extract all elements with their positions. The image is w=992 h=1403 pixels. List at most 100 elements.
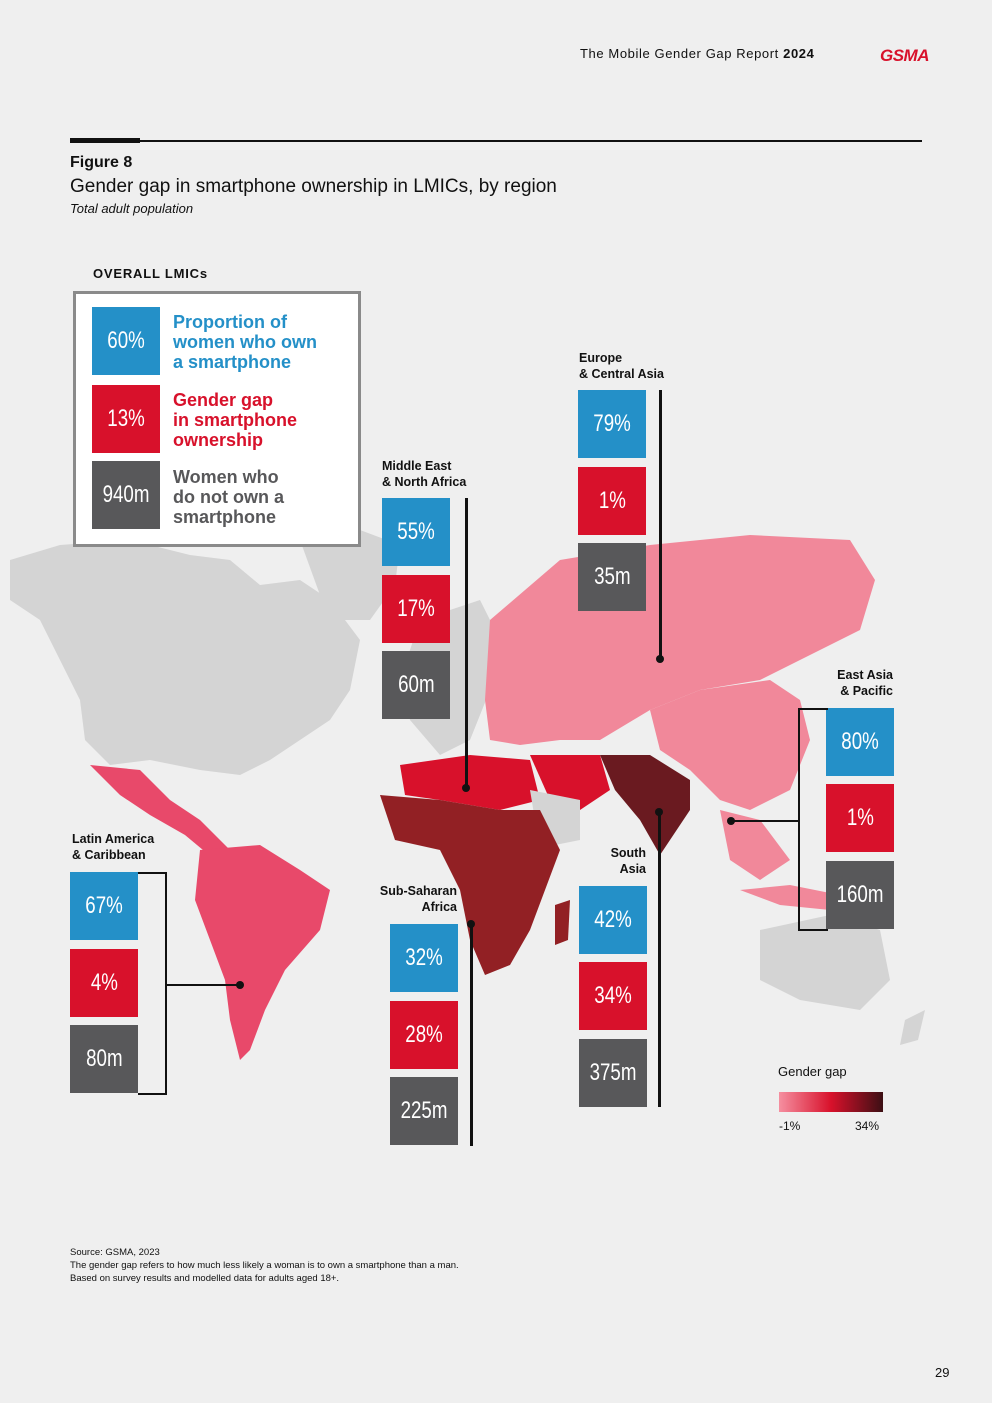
- latam-ownership-value: 67%: [85, 892, 123, 919]
- ssa-gap-value: 28%: [405, 1021, 443, 1048]
- eap-marker: [727, 817, 735, 825]
- gender-gap-legend-max: 34%: [855, 1119, 880, 1133]
- eca-connector: [659, 390, 662, 658]
- ssa-not-own-value: 225m: [400, 1097, 448, 1124]
- region-name: & Central Asia: [579, 367, 664, 381]
- eap-connector: [732, 820, 798, 822]
- overall-not-own-box: 940m: [92, 461, 160, 529]
- overall-gap-value: 13%: [107, 405, 145, 432]
- label-line: ownership: [173, 430, 264, 450]
- map-indonesia: [740, 885, 840, 910]
- map-australia: [760, 915, 890, 1010]
- eca-gap-box: 1%: [578, 467, 646, 535]
- notes-line: The gender gap refers to how much less l…: [70, 1260, 459, 1271]
- region-label-mena: Middle East & North Africa: [382, 458, 466, 490]
- eap-ownership-box: 80%: [826, 708, 894, 776]
- region-name: East Asia: [837, 668, 893, 682]
- overall-not-own-value: 940m: [102, 481, 150, 508]
- latam-gap-box: 4%: [70, 949, 138, 1017]
- divider-rule: [70, 140, 922, 142]
- region-name: Sub-Saharan: [379, 884, 457, 898]
- map-madagascar: [555, 900, 570, 945]
- figure-subtitle: Total adult population: [70, 201, 194, 216]
- latam-marker: [236, 981, 244, 989]
- latam-not-own-box: 80m: [70, 1025, 138, 1093]
- eap-not-own-value: 160m: [836, 881, 884, 908]
- latam-bracket: [138, 872, 167, 1095]
- eca-not-own-box: 35m: [578, 543, 646, 611]
- map-east-asia: [650, 680, 810, 810]
- notes-source: Source: GSMA, 2023: [70, 1247, 160, 1258]
- report-year: 2024: [783, 46, 815, 61]
- eca-ownership-value: 79%: [593, 410, 631, 437]
- eap-ownership-value: 80%: [841, 728, 879, 755]
- label-line: in smartphone: [173, 410, 298, 430]
- mena-gap-box: 17%: [382, 575, 450, 643]
- label-line: Proportion of: [173, 312, 287, 332]
- south-asia-not-own-box: 375m: [579, 1039, 647, 1107]
- region-name: & Pacific: [840, 684, 893, 698]
- region-label-latam: Latin America & Caribbean: [72, 831, 154, 863]
- ssa-not-own-box: 225m: [390, 1077, 458, 1145]
- region-label-eca: Europe & Central Asia: [579, 350, 664, 382]
- label-line: Gender gap: [173, 390, 274, 410]
- map-new-zealand: [900, 1010, 925, 1045]
- label-line: smartphone: [173, 507, 277, 527]
- figure-label: Figure 8: [70, 154, 133, 171]
- figure-title: Gender gap in smartphone ownership in LM…: [70, 176, 557, 197]
- overall-ownership-box: 60%: [92, 307, 160, 375]
- map-north-africa: [400, 755, 540, 810]
- latam-connector: [165, 984, 240, 986]
- south-asia-gap-value: 34%: [594, 982, 632, 1009]
- map-north-america: [10, 540, 360, 775]
- latam-gap-value: 4%: [90, 969, 118, 996]
- report-header: The Mobile Gender Gap Report 2024: [580, 46, 814, 61]
- eap-not-own-box: 160m: [826, 861, 894, 929]
- map-sub-saharan-africa: [380, 795, 560, 975]
- map-south-asia: [600, 755, 690, 855]
- south-asia-connector: [658, 812, 661, 1107]
- mena-not-own-value: 60m: [397, 671, 435, 698]
- region-name: Latin America: [72, 832, 155, 846]
- eap-bracket: [798, 708, 828, 931]
- mena-not-own-box: 60m: [382, 651, 450, 719]
- gender-gap-legend-title: Gender gap: [778, 1064, 847, 1079]
- eca-gap-value: 1%: [598, 487, 626, 514]
- region-label-south-asia: South Asia: [596, 845, 646, 877]
- mena-connector: [465, 498, 468, 788]
- eca-ownership-box: 79%: [578, 390, 646, 458]
- gsma-logo: GSMA: [880, 46, 930, 65]
- map-arabia: [530, 790, 580, 845]
- eap-gap-value: 1%: [846, 804, 874, 831]
- map-southeast-asia: [720, 810, 790, 880]
- region-name: Asia: [619, 862, 646, 876]
- figure-notes: Source: GSMA, 2023 The gender gap refers…: [70, 1246, 459, 1285]
- gender-gap-gradient-bar: [779, 1092, 883, 1112]
- label-line: do not own a: [173, 487, 284, 507]
- overall-ownership-label: Proportion of women who own a smartphone: [173, 312, 317, 372]
- south-asia-gap-box: 34%: [579, 962, 647, 1030]
- south-asia-not-own-value: 375m: [589, 1059, 637, 1086]
- region-name: Europe: [579, 351, 623, 365]
- eca-marker: [656, 655, 664, 663]
- overall-gap-label: Gender gap in smartphone ownership: [173, 390, 297, 450]
- ssa-ownership-value: 32%: [405, 944, 443, 971]
- overall-ownership-value: 60%: [107, 327, 145, 354]
- ssa-ownership-box: 32%: [390, 924, 458, 992]
- region-label-eap: East Asia & Pacific: [830, 667, 893, 699]
- page-number: 29: [935, 1365, 950, 1380]
- overall-heading: OVERALL LMICs: [93, 266, 208, 281]
- mena-gap-value: 17%: [397, 595, 435, 622]
- latam-ownership-box: 67%: [70, 872, 138, 940]
- south-asia-ownership-value: 42%: [594, 906, 632, 933]
- ssa-connector: [470, 922, 473, 1146]
- ssa-gap-box: 28%: [390, 1001, 458, 1069]
- mena-ownership-value: 55%: [397, 518, 435, 545]
- label-line: women who own: [173, 332, 317, 352]
- gender-gap-legend-min: -1%: [779, 1119, 801, 1133]
- latam-not-own-value: 80m: [85, 1045, 123, 1072]
- region-name: Middle East: [382, 459, 452, 473]
- label-line: a smartphone: [173, 352, 292, 372]
- region-name: & North Africa: [382, 475, 467, 489]
